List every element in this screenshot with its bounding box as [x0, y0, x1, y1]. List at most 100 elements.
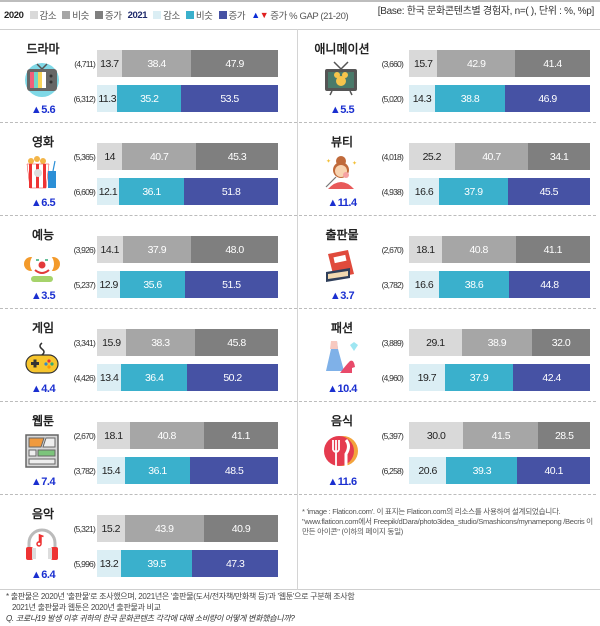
- segment-similar: 38.4: [121, 50, 192, 77]
- stacked-bar-2021: 15.4 36.1 48.5: [97, 457, 278, 484]
- sample-size-2021: (4,938): [381, 186, 404, 197]
- tv-icon: [23, 60, 61, 98]
- svg-text:✦: ✦: [352, 160, 357, 167]
- sample-size-2020: (5,397): [381, 430, 404, 441]
- sample-size-2021: (3,782): [381, 279, 404, 290]
- category-label: 웹툰: [31, 414, 55, 428]
- survey-question: Q. 코로나19 발생 이후 귀하의 한국 문화콘텐츠 각각에 대해 소비량이 …: [6, 614, 295, 623]
- stacked-bar-2020: 15.9 38.3 45.8: [97, 329, 278, 356]
- stacked-bar-2021: 11.3 35.2 53.5: [97, 85, 278, 112]
- sample-size-2021: (4,960): [381, 372, 404, 383]
- segment-increase: 53.5: [181, 85, 278, 112]
- bar-row-2020: (2,670) 18.1 40.8 41.1: [367, 236, 590, 263]
- bar-row-2020: (4,018) 25.2 40.7 34.1: [367, 143, 590, 170]
- segment-increase: 41.1: [515, 236, 590, 263]
- category-label: 게임: [31, 321, 55, 335]
- gap-value: ▲4.4: [30, 383, 56, 395]
- bar-row-2020: (5,397) 30.0 41.5 28.5: [367, 422, 590, 449]
- category-label: 패션: [330, 321, 354, 335]
- headphones-icon: [23, 525, 61, 563]
- footnote: * 출판물은 2020년 '출판물'로 조사했으며, 2021년은 '출판물(도…: [6, 591, 596, 624]
- segment-decrease: 18.1: [97, 422, 130, 449]
- segment-increase: 45.8: [195, 329, 278, 356]
- segment-decrease: 11.3: [97, 85, 118, 112]
- triangle-down-icon: ▼: [259, 10, 269, 20]
- gap-value: ▲3.7: [329, 290, 355, 302]
- sample-size-2021: (6,258): [381, 465, 404, 476]
- segment-similar: 43.9: [124, 515, 204, 542]
- segment-decrease: 13.2: [97, 550, 121, 577]
- segment-similar: 38.6: [439, 271, 509, 298]
- segment-decrease: 13.4: [97, 364, 122, 391]
- category-label: 음악: [31, 507, 55, 521]
- gap-value: ▲11.4: [327, 197, 357, 209]
- segment-increase: 50.2: [187, 364, 278, 391]
- legend-2021-increase: 증가: [218, 8, 246, 22]
- segment-increase: 40.1: [517, 457, 590, 484]
- stacked-bar-2020: 15.7 42.9 41.4: [409, 50, 590, 77]
- segment-increase: 47.9: [191, 50, 278, 77]
- footnote-line-1: * 출판물은 2020년 '출판물'로 조사했으며, 2021년은 '출판물(도…: [6, 592, 355, 601]
- image-credit-note: * 'image : Flaticon.com'. 이 표지는 Flaticon…: [302, 507, 593, 536]
- category-label: 뷰티: [330, 135, 354, 149]
- bar-row-2020: (2,670) 18.1 40.8 41.1: [68, 422, 278, 449]
- segment-increase: 40.9: [203, 515, 278, 542]
- segment-increase: 46.9: [505, 85, 590, 112]
- segment-decrease: 15.9: [97, 329, 126, 356]
- gap-value: ▲3.5: [30, 290, 56, 302]
- category-label: 출판물: [325, 228, 359, 242]
- segment-similar: 40.7: [454, 143, 529, 170]
- legend-year-2021: 2021: [127, 9, 148, 21]
- stacked-bar-2021: 16.6 38.6 44.8: [409, 271, 590, 298]
- sample-size-2021: (3,782): [73, 465, 96, 476]
- segment-increase: 45.3: [195, 143, 278, 170]
- segment-similar: 40.7: [122, 143, 196, 170]
- stacked-bar-2021: 12.9 35.6 51.5: [97, 271, 278, 298]
- stacked-bar-2021: 19.7 37.9 42.4: [409, 364, 590, 391]
- segment-increase: 48.5: [190, 457, 278, 484]
- segment-increase: 44.8: [508, 271, 590, 298]
- segment-decrease: 14.3: [409, 85, 435, 112]
- category-block-1: 드라마 ▲5.6 (4,711) 13.7 38.4 47.9 (6,312) …: [0, 30, 297, 123]
- sample-size-2021: (6,609): [73, 186, 96, 197]
- legend-2021-decrease: 감소: [153, 8, 180, 22]
- category-block-5: 음식 ▲11.6 (5,397) 30.0 41.5 28.5 (6,258) …: [299, 402, 596, 495]
- base-note: [Base: 한국 문화콘텐츠별 경험자, n=( ), 단위 : %, %p]: [377, 6, 595, 17]
- segment-similar: 36.1: [124, 457, 191, 484]
- legend-year-2020: 2020: [4, 9, 24, 21]
- segment-similar: 37.9: [439, 178, 508, 205]
- segment-decrease: 16.6: [409, 271, 440, 298]
- triangle-up-icon: ▲: [251, 10, 260, 20]
- category-block-5: 웹툰 ▲7.4 (2,670) 18.1 40.8 41.1 (3,782) 1…: [0, 402, 297, 495]
- gap-value: ▲7.4: [30, 476, 56, 488]
- segment-similar: 36.1: [118, 178, 185, 205]
- segment-increase: 41.1: [203, 422, 278, 449]
- segment-decrease: 20.6: [409, 457, 447, 484]
- beauty-icon: ✦ ✦: [322, 153, 360, 191]
- legend-2020-decrease: 감소: [29, 8, 57, 22]
- segment-similar: 35.6: [120, 271, 185, 298]
- category-block-1: 애니메이션 ▲5.5 (3,660) 15.7 42.9 41.4 (5,020…: [299, 30, 596, 123]
- segment-decrease: 29.1: [409, 329, 462, 356]
- category-block-3: 예능 ▲3.5 (3,926) 14.1 37.9 48.0 (5,237) 1…: [0, 216, 297, 309]
- category-label: 예능: [31, 228, 55, 242]
- column-divider: [297, 29, 298, 590]
- gap-value: ▲6.5: [30, 197, 56, 209]
- category-label: 드라마: [26, 42, 60, 56]
- book-icon: [322, 246, 360, 284]
- category-block-4: 패션 ▲10.4 (3,889) 29.1 38.9 32.0 (4,960) …: [299, 309, 596, 402]
- svg-text:✦: ✦: [326, 158, 331, 165]
- segment-similar: 42.9: [437, 50, 516, 77]
- segment-decrease: 16.6: [409, 178, 440, 205]
- segment-similar: 40.8: [129, 422, 204, 449]
- segment-decrease: 30.0: [409, 422, 464, 449]
- bar-row-2021: (6,258) 20.6 39.3 40.1: [367, 457, 590, 484]
- category-block-2: 영화 ▲6.5 (5,365) 14 40.7 45.3 (6,609) 12.…: [0, 123, 297, 216]
- fashion-icon: [322, 339, 360, 377]
- segment-similar: 40.8: [441, 236, 516, 263]
- segment-decrease: 14.1: [97, 236, 123, 263]
- sample-size-2020: (2,670): [73, 430, 96, 441]
- stacked-bar-2020: 25.2 40.7 34.1: [409, 143, 590, 170]
- gap-value: ▲6.4: [30, 569, 56, 581]
- bar-row-2020: (3,926) 14.1 37.9 48.0: [68, 236, 278, 263]
